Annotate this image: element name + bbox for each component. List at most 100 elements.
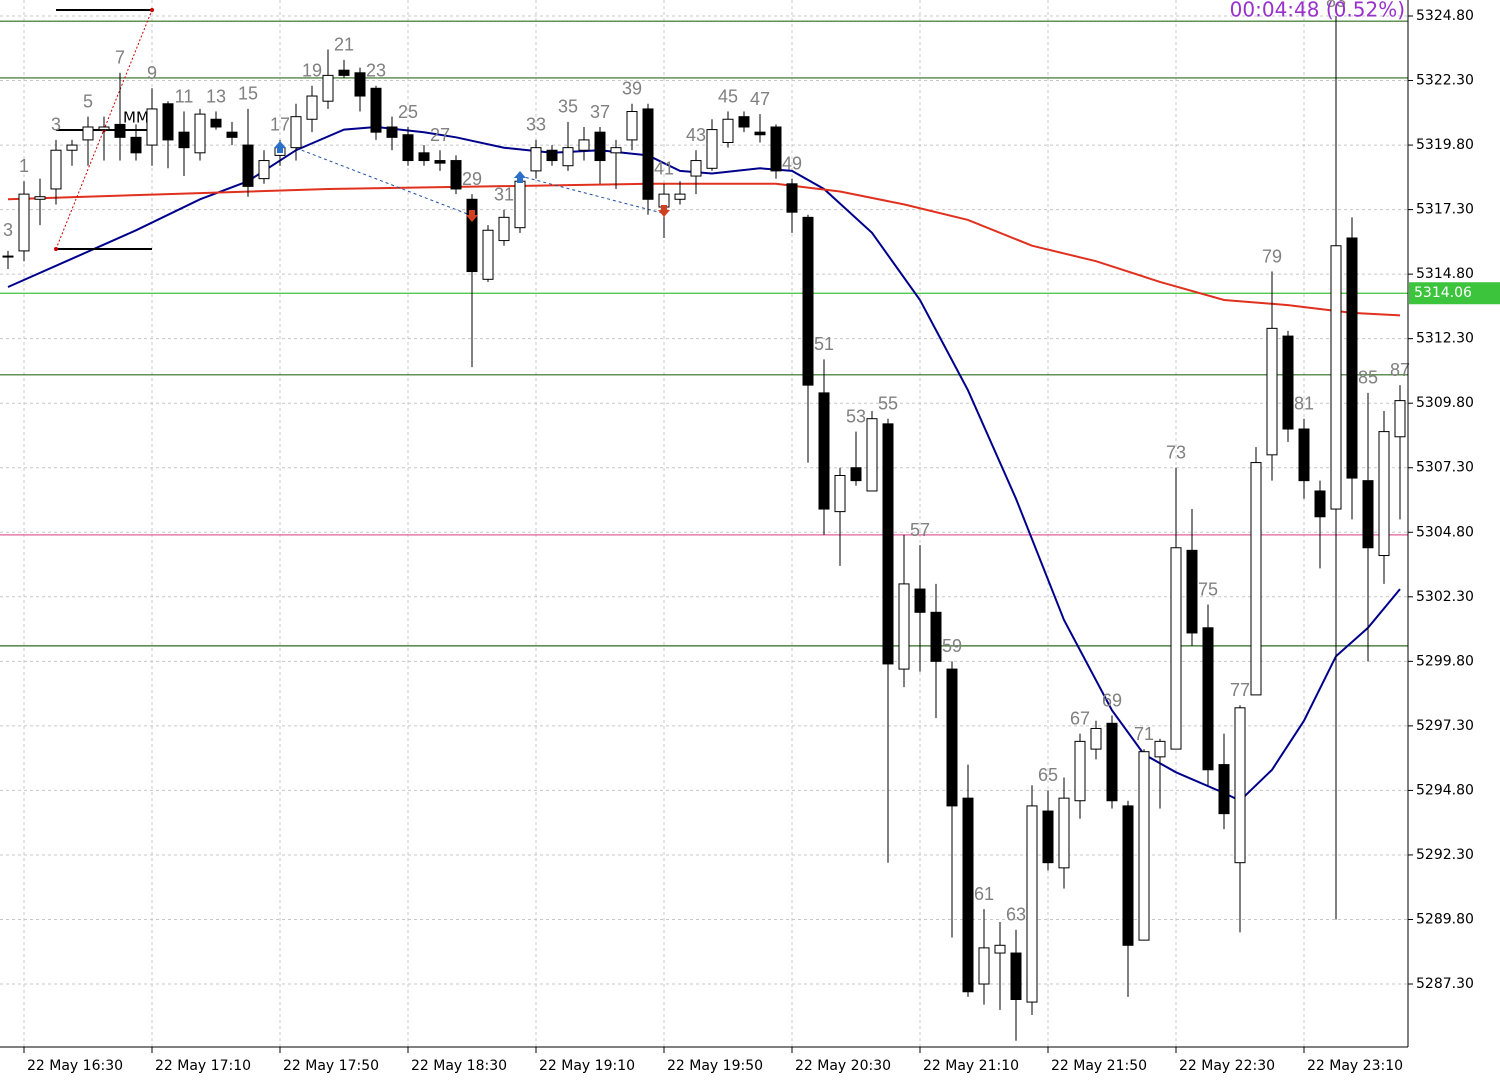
candle-body (1154, 740, 1166, 758)
candle-body (242, 144, 254, 187)
bar-number: 51 (814, 334, 834, 354)
candle (338, 59, 350, 78)
x-tick-label: 22 May 17:10 (155, 1058, 251, 1074)
bar-number: 57 (910, 520, 930, 540)
bar-number: 9 (147, 63, 157, 83)
candle (1314, 480, 1326, 569)
candle-body (162, 103, 174, 141)
candle (1186, 509, 1198, 646)
candle-body (1266, 327, 1278, 456)
signal-arrows (274, 141, 670, 222)
bar-number: 83 (1326, 0, 1346, 11)
candle-body (1202, 627, 1214, 771)
candle (594, 127, 606, 184)
y-tick-label: 5289.80 (1416, 911, 1474, 927)
candle-body (482, 229, 494, 280)
candle-body (1058, 797, 1070, 869)
candle-body (786, 183, 798, 213)
candle-body (450, 160, 462, 190)
bar-number: 45 (718, 86, 738, 106)
candle (82, 116, 94, 166)
signal-line (519, 175, 663, 214)
candle-body (1170, 547, 1182, 750)
x-tick-label: 22 May 19:10 (539, 1058, 635, 1074)
candle (1218, 733, 1230, 830)
candle (770, 124, 782, 179)
bar-number: 21 (334, 35, 354, 55)
sell-arrow (466, 210, 478, 222)
candle-body (962, 797, 974, 993)
candle (322, 49, 334, 109)
bar-number: 19 (302, 60, 322, 80)
candle (1362, 392, 1374, 662)
candle (146, 88, 158, 166)
candle (386, 116, 398, 151)
x-tick-label: 22 May 21:10 (923, 1058, 1019, 1074)
price-label: 5314.06 (1414, 285, 1472, 301)
candle (754, 114, 766, 143)
candle-body (1378, 431, 1390, 557)
zigzag-point (150, 8, 154, 12)
bar-number: 23 (366, 60, 386, 80)
candle-body (626, 111, 638, 141)
candle (354, 67, 366, 112)
candle-body (850, 467, 862, 482)
candle (1010, 929, 1022, 1041)
axes: 5324.80 5322.30 5319.80 5317.30 5314.80 5312.… (23, 8, 1500, 1074)
y-tick-label: 5314.80 (1416, 266, 1474, 282)
candle-body (66, 144, 78, 151)
candle-body (930, 611, 942, 662)
y-tick-label: 5317.30 (1416, 202, 1474, 218)
candle-body (898, 583, 910, 670)
candle (738, 111, 750, 133)
candle-body (210, 118, 222, 128)
candle (834, 467, 846, 566)
candle (706, 119, 718, 171)
candle (882, 418, 894, 863)
candle (1042, 790, 1054, 871)
bar-number: 55 (878, 393, 898, 413)
y-tick-label: 5304.80 (1416, 524, 1474, 540)
bar-number: 81 (1294, 393, 1314, 413)
y-tick-label: 5294.80 (1416, 782, 1474, 798)
candle-body (642, 108, 654, 200)
candle (1330, 16, 1342, 920)
candle-body (1282, 335, 1294, 430)
candle (1090, 720, 1102, 760)
bar-number: 85 (1358, 368, 1378, 388)
bar-number: 53 (846, 406, 866, 426)
candle-body (434, 160, 446, 164)
candle (258, 150, 270, 184)
candle-body (1362, 480, 1374, 549)
candle-body (946, 668, 958, 807)
bar-number: 35 (558, 97, 578, 117)
candle (1298, 418, 1310, 499)
candle (866, 410, 878, 492)
candle-body (1346, 237, 1358, 479)
bar-number: 13 (206, 86, 226, 106)
bar-number: 3 (51, 115, 61, 135)
candle-body (194, 113, 206, 154)
bar-number: 65 (1038, 765, 1058, 785)
candle (1138, 749, 1150, 941)
candle-body (834, 474, 846, 513)
candle (66, 139, 78, 166)
candle-body (498, 216, 510, 242)
candle-body (866, 418, 878, 492)
bar-number: 7 (115, 48, 125, 68)
candle (434, 150, 446, 171)
candle (1282, 330, 1294, 442)
candle (994, 922, 1006, 1010)
candle-body (722, 118, 734, 143)
candle (194, 108, 206, 161)
bar-number: 77 (1230, 680, 1250, 700)
candle-body (1298, 428, 1310, 482)
candle-body (322, 74, 334, 102)
bar-number: 69 (1102, 690, 1122, 710)
y-tick-label: 5319.80 (1416, 137, 1474, 153)
candle (626, 103, 638, 151)
candle (722, 111, 734, 148)
bar-number: 87 (1390, 360, 1410, 380)
